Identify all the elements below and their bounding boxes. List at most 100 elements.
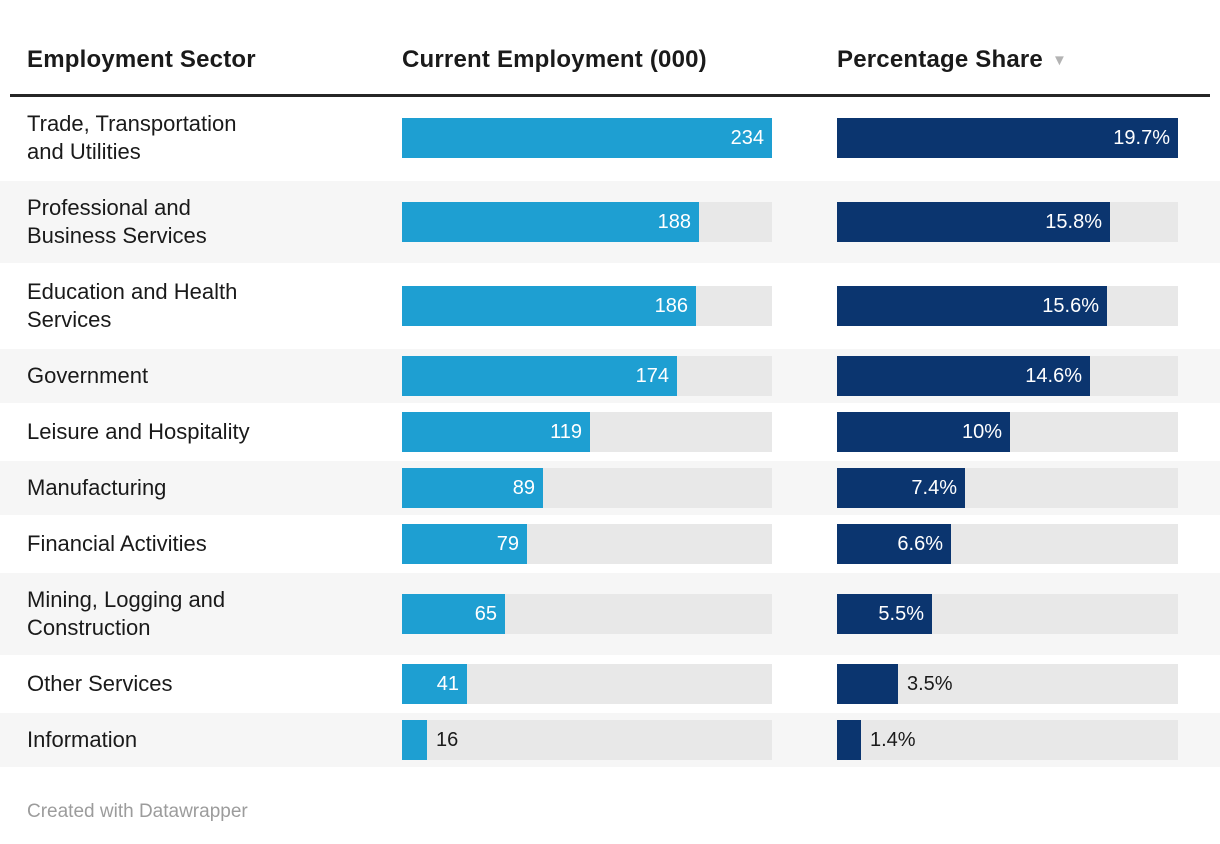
sector-label: Government bbox=[27, 363, 149, 388]
employment-value-label: 174 bbox=[635, 364, 669, 387]
share-bar-track: 5.5% bbox=[837, 594, 1178, 634]
sector-label: Mining, Logging and Construction bbox=[27, 587, 226, 640]
share-bar-track: 1.4% bbox=[837, 720, 1178, 760]
sector-label: Professional and Business Services bbox=[27, 195, 207, 248]
employment-value-label: 186 bbox=[654, 294, 688, 317]
header-divider bbox=[10, 94, 1210, 97]
share-value-label: 14.6% bbox=[1025, 364, 1082, 387]
table-row: Professional and Business Services 188 15.… bbox=[0, 181, 1220, 265]
table-row: Financial Activities 79 6.6% bbox=[0, 517, 1220, 573]
share-bar: 15.8% bbox=[837, 202, 1110, 242]
employment-bar-track: 234 bbox=[402, 118, 772, 158]
share-bar-track: 15.8% bbox=[837, 202, 1178, 242]
employment-value-label: 79 bbox=[496, 532, 519, 555]
table-row: Manufacturing 89 7.4% bbox=[0, 461, 1220, 517]
sector-label: Leisure and Hospitality bbox=[27, 419, 250, 444]
employment-value-label: 41 bbox=[436, 672, 459, 695]
employment-bar-track: 89 bbox=[402, 468, 772, 508]
share-bar-track: 14.6% bbox=[837, 356, 1178, 396]
employment-bar: 119 bbox=[402, 412, 590, 452]
sort-descending-icon[interactable]: ▼ bbox=[1051, 51, 1068, 69]
employment-bar-track: 16 bbox=[402, 720, 772, 760]
employment-cell: 89 bbox=[402, 468, 837, 508]
share-value-label: 1.4% bbox=[870, 728, 916, 751]
employment-bar-track: 188 bbox=[402, 202, 772, 242]
table-row: Other Services 41 3.5% bbox=[0, 657, 1220, 713]
share-value-label: 6.6% bbox=[897, 532, 943, 555]
share-cell: 14.6% bbox=[837, 356, 1220, 396]
share-cell: 1.4% bbox=[837, 720, 1220, 760]
share-bar bbox=[837, 664, 898, 704]
employment-bar-track: 174 bbox=[402, 356, 772, 396]
employment-value-label: 89 bbox=[512, 476, 535, 499]
share-bar-track: 19.7% bbox=[837, 118, 1178, 158]
sector-label: Education and Health Services bbox=[27, 279, 238, 332]
employment-bar: 188 bbox=[402, 202, 699, 242]
share-bar-track: 15.6% bbox=[837, 286, 1178, 326]
employment-bar: 186 bbox=[402, 286, 696, 326]
employment-bar-track: 65 bbox=[402, 594, 772, 634]
table-row: Leisure and Hospitality 119 10% bbox=[0, 405, 1220, 461]
employment-cell: 186 bbox=[402, 286, 837, 326]
sector-label: Financial Activities bbox=[27, 531, 207, 556]
table-row: Government 174 14.6% bbox=[0, 349, 1220, 405]
share-value-label: 15.8% bbox=[1045, 210, 1102, 233]
datawrapper-credit-link[interactable]: Created with Datawrapper bbox=[27, 801, 248, 822]
column-header-employment[interactable]: Current Employment (000) bbox=[402, 46, 707, 73]
share-bar-track: 6.6% bbox=[837, 524, 1178, 564]
share-bar: 14.6% bbox=[837, 356, 1090, 396]
column-header-share-label: Percentage Share bbox=[837, 46, 1043, 73]
employment-bar: 65 bbox=[402, 594, 505, 634]
share-bar: 7.4% bbox=[837, 468, 965, 508]
table-row: Information 16 1.4% bbox=[0, 713, 1220, 769]
share-cell: 15.8% bbox=[837, 202, 1220, 242]
share-value-label: 7.4% bbox=[911, 476, 957, 499]
share-cell: 19.7% bbox=[837, 118, 1220, 158]
share-cell: 10% bbox=[837, 412, 1220, 452]
sector-label: Trade, Transportation and Utilities bbox=[27, 111, 237, 164]
employment-bar: 174 bbox=[402, 356, 677, 396]
share-value-label: 3.5% bbox=[907, 672, 953, 695]
employment-cell: 16 bbox=[402, 720, 837, 760]
share-cell: 5.5% bbox=[837, 594, 1220, 634]
employment-bar: 234 bbox=[402, 118, 772, 158]
table-body: Trade, Transportation and Utilities 234 19… bbox=[0, 97, 1220, 769]
datawrapper-table: Employment Sector Current Employment (00… bbox=[0, 30, 1220, 823]
column-header-share[interactable]: Percentage Share ▼ bbox=[837, 46, 1220, 74]
share-value-label: 19.7% bbox=[1113, 126, 1170, 149]
employment-bar-track: 79 bbox=[402, 524, 772, 564]
share-bar: 5.5% bbox=[837, 594, 932, 634]
column-header-sector[interactable]: Employment Sector bbox=[27, 46, 256, 73]
share-cell: 6.6% bbox=[837, 524, 1220, 564]
share-bar bbox=[837, 720, 861, 760]
table-row: Trade, Transportation and Utilities 234 19… bbox=[0, 97, 1220, 181]
share-bar: 6.6% bbox=[837, 524, 951, 564]
employment-bar-track: 41 bbox=[402, 664, 772, 704]
employment-value-label: 119 bbox=[550, 420, 582, 443]
employment-bar-track: 186 bbox=[402, 286, 772, 326]
employment-cell: 234 bbox=[402, 118, 837, 158]
share-bar: 10% bbox=[837, 412, 1010, 452]
share-bar: 19.7% bbox=[837, 118, 1178, 158]
employment-cell: 119 bbox=[402, 412, 837, 452]
table-header-row: Employment Sector Current Employment (00… bbox=[0, 30, 1220, 94]
employment-value-label: 234 bbox=[730, 126, 764, 149]
table-row: Mining, Logging and Construction 65 5.5% bbox=[0, 573, 1220, 657]
footer: Created with Datawrapper bbox=[0, 801, 1220, 823]
share-value-label: 10% bbox=[961, 420, 1002, 443]
sector-label: Information bbox=[27, 727, 138, 752]
sector-label: Manufacturing bbox=[27, 475, 167, 500]
employment-value-label: 188 bbox=[657, 210, 691, 233]
employment-bar bbox=[402, 720, 427, 760]
share-value-label: 5.5% bbox=[878, 602, 924, 625]
employment-bar-track: 119 bbox=[402, 412, 772, 452]
employment-cell: 65 bbox=[402, 594, 837, 634]
share-bar-track: 7.4% bbox=[837, 468, 1178, 508]
employment-bar: 79 bbox=[402, 524, 527, 564]
share-cell: 7.4% bbox=[837, 468, 1220, 508]
share-bar-track: 3.5% bbox=[837, 664, 1178, 704]
share-value-label: 15.6% bbox=[1042, 294, 1099, 317]
employment-cell: 41 bbox=[402, 664, 837, 704]
employment-cell: 174 bbox=[402, 356, 837, 396]
sector-label: Other Services bbox=[27, 671, 173, 696]
